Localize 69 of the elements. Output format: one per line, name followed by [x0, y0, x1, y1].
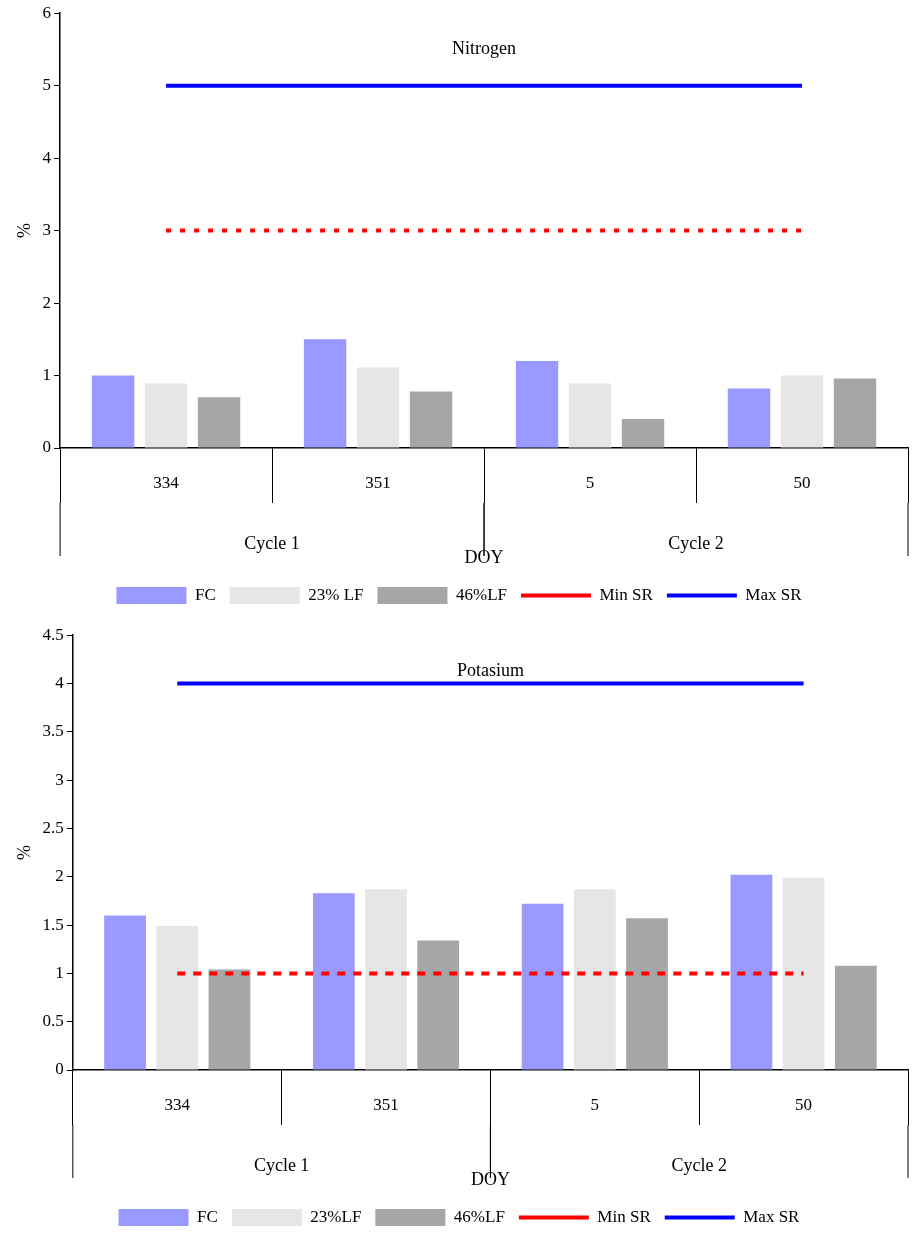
legend-label: Min SR	[599, 584, 654, 604]
bar	[417, 940, 460, 1070]
text: Nitrogen	[452, 37, 517, 58]
y-tick-label: 2	[42, 292, 52, 312]
legend-label: Max SR	[745, 584, 803, 604]
legend-label: 23% LF	[308, 584, 364, 604]
bar	[730, 874, 773, 1070]
legend-label: FC	[194, 584, 216, 604]
text: Cycle 2	[668, 532, 724, 553]
y-axis-title: %	[13, 845, 34, 861]
x-tick-label: 50	[793, 472, 811, 492]
y-tick-label: 0	[42, 437, 52, 457]
bar	[156, 926, 199, 1070]
x-tick-label: 5	[585, 472, 595, 492]
text: Cycle 2	[671, 1154, 727, 1175]
bar	[144, 383, 188, 448]
y-tick-label: 6	[42, 2, 52, 22]
y-tick-label: 0.5	[42, 1011, 64, 1031]
x-tick-label: 50	[795, 1094, 813, 1114]
y-axis-title: %	[13, 223, 34, 239]
bar	[833, 378, 877, 448]
x-tick-label: 351	[365, 472, 391, 492]
y-tick-label: 4.5	[42, 624, 64, 644]
bar	[197, 397, 241, 448]
y-tick-label: 3.5	[42, 721, 64, 741]
bar	[568, 383, 612, 448]
x-tick-label: 351	[373, 1094, 399, 1114]
y-tick-label: 1	[55, 962, 64, 982]
bar	[409, 391, 453, 448]
bar	[365, 889, 407, 1070]
legend-label: Max SR	[743, 1206, 801, 1226]
y-tick-label: 4	[42, 147, 52, 167]
bar	[782, 877, 825, 1070]
legend-label: FC	[197, 1206, 218, 1226]
y-tick-label: 1.5	[42, 914, 64, 934]
y-tick-label: 2.5	[42, 817, 64, 837]
x-axis-title: DOY	[470, 1168, 510, 1189]
y-tick-label: 5	[42, 75, 52, 95]
bar	[780, 375, 824, 448]
bar	[303, 339, 347, 448]
y-tick-label: 1	[42, 365, 52, 384]
bar	[208, 969, 251, 1070]
bar	[727, 388, 771, 448]
legend-label: Min SR	[597, 1206, 652, 1226]
y-tick-label: 4	[55, 672, 65, 692]
legend-label: 23%LF	[310, 1206, 362, 1226]
bar	[621, 419, 665, 448]
bar	[834, 965, 877, 1070]
x-tick-label: 5	[590, 1094, 600, 1114]
y-tick-label: 3	[42, 220, 52, 240]
y-tick-label: 3	[55, 769, 64, 789]
bar	[91, 375, 135, 448]
bar	[515, 361, 559, 448]
text: Cycle 1	[244, 532, 300, 553]
x-axis-title: DOY	[464, 546, 504, 567]
bar	[626, 918, 668, 1070]
bar	[521, 903, 564, 1070]
bar	[312, 893, 355, 1070]
y-tick-label: 0	[55, 1059, 64, 1079]
bar	[356, 367, 400, 448]
y-tick-label: 2	[55, 866, 64, 886]
bar	[104, 915, 146, 1070]
x-tick-label: 334	[164, 1094, 191, 1114]
bar	[573, 889, 616, 1070]
legend-label: 46%LF	[453, 1206, 505, 1226]
text: Cycle 1	[253, 1154, 310, 1175]
legend-label: 46%LF	[455, 584, 507, 604]
x-tick-label: 334	[153, 472, 180, 492]
text: Potasium	[456, 659, 524, 680]
